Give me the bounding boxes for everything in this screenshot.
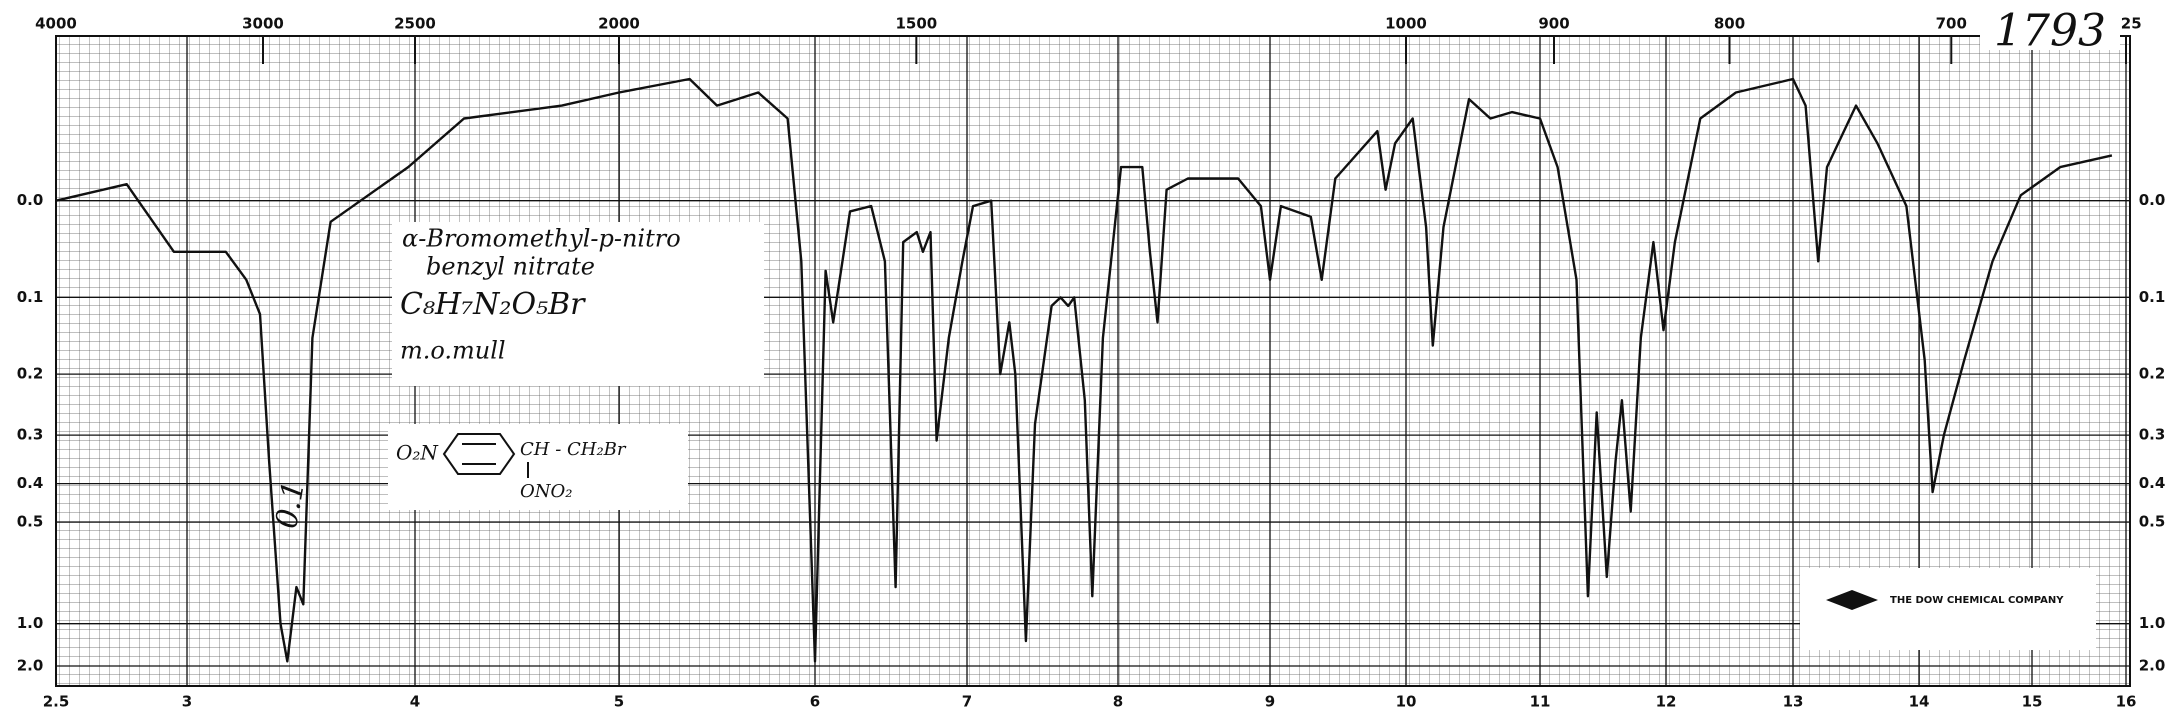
y-tick-label: 0.0 [17, 191, 44, 209]
x-tick-label: 8 [1113, 693, 1123, 711]
x-tick-label: 5 [614, 693, 624, 711]
y-tick-label-right: 0.5 [2139, 513, 2166, 531]
compound-name: α-Bromomethyl-p-nitro [402, 225, 681, 253]
logo-diamond [1826, 590, 1878, 610]
logo: THE DOW CHEMICAL COMPANY [1800, 568, 2096, 650]
x-tick-label: 4 [410, 693, 420, 711]
logo-text: THE DOW CHEMICAL COMPANY [1890, 595, 2064, 606]
x2-tick-label: 1500 [895, 15, 937, 33]
x2-tick-label: 800 [1714, 15, 1745, 33]
y-tick-label: 1.0 [17, 614, 44, 632]
x-tick-label: 16 [2116, 693, 2137, 711]
x2-tick-label: 4000 [35, 15, 77, 33]
y-tick-label: 2.0 [17, 657, 44, 675]
spectrum-number: 1793 [1994, 6, 2106, 57]
thickness: 0.1 [269, 478, 312, 531]
x-tick-label: 14 [1909, 693, 1930, 711]
structure-text: ONO₂ [520, 481, 572, 502]
number-bg [1980, 10, 2120, 50]
x2-tick-label: 3000 [242, 15, 284, 33]
benzene-ring [442, 433, 516, 475]
formula: C₈H₇N₂O₅Br [400, 287, 586, 322]
y-tick-label: 0.5 [17, 513, 44, 531]
x-tick-label: 11 [1530, 693, 1551, 711]
y-tick-label: 0.4 [17, 474, 44, 492]
x-tick-label: 2.5 [43, 693, 70, 711]
y-tick-label-right: 0.0 [2139, 191, 2166, 209]
x2-tick-label: 900 [1538, 15, 1569, 33]
x-tick-label: 7 [962, 693, 972, 711]
x2-tick-label: 2500 [394, 15, 436, 33]
x-tick-label: 9 [1265, 693, 1275, 711]
y-tick-label-right: 2.0 [2139, 657, 2166, 675]
y-tick-label-right: 0.4 [2139, 474, 2166, 492]
y-tick-label-right: 0.3 [2139, 426, 2166, 444]
label-box [392, 222, 764, 386]
y-tick-label-right: 1.0 [2139, 614, 2166, 632]
structure-text: O₂N [396, 441, 439, 465]
medium: m.o.mull [400, 337, 506, 365]
logo-box [1800, 568, 2096, 650]
axes: 2.5 3 4 5 6 7 8 9 10 11 12 13 14 15 16 4000 3000 2500 2000… [17, 15, 2166, 711]
y-tick-label: 0.2 [17, 365, 44, 383]
y-tick-label: 0.1 [17, 288, 44, 306]
x2-tick-label: 700 [1936, 15, 1967, 33]
x-tick-label: 12 [1656, 693, 1677, 711]
compound-label: α-Bromomethyl-p-nitro benzyl nitrate C₈H… [392, 222, 764, 386]
structure-box [388, 424, 688, 510]
y-tick-label-right: 0.1 [2139, 288, 2166, 306]
structure-text: CH - CH₂Br [520, 439, 627, 460]
spectrum-line [55, 77, 2113, 663]
x-tick-label: 6 [810, 693, 820, 711]
y-tick-label: 0.3 [17, 426, 44, 444]
x-tick-label: 10 [1396, 693, 1417, 711]
structure: O₂N CH - CH₂Br ONO₂ [388, 424, 688, 510]
x-tick-label: 3 [182, 693, 192, 711]
y-tick-label-right: 0.2 [2139, 365, 2166, 383]
x-tick-label: 13 [1783, 693, 1804, 711]
x2-tick-label: 1000 [1385, 15, 1427, 33]
compound-name: benzyl nitrate [426, 253, 595, 281]
x2-tick-label: 2000 [598, 15, 640, 33]
x-tick-label: 15 [2022, 693, 2043, 711]
